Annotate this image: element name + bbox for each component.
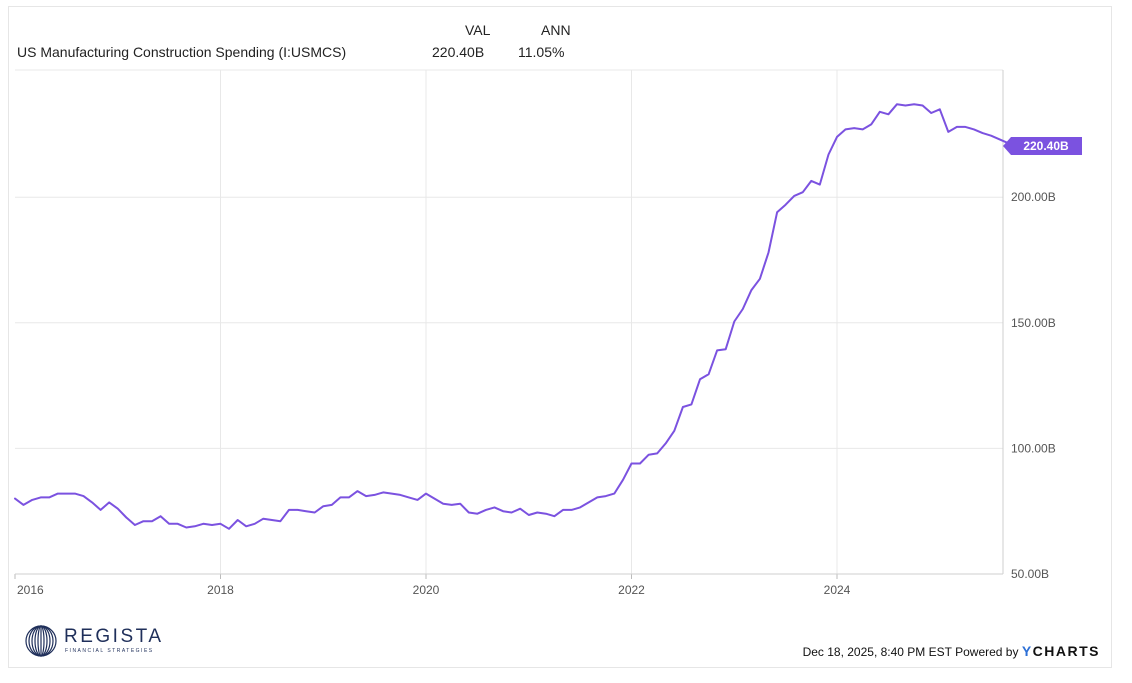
axes xyxy=(14,70,1004,579)
val-column-header: VAL xyxy=(465,22,491,38)
last-value-label: 220.40B xyxy=(1023,139,1069,153)
grid-lines xyxy=(15,69,1003,574)
series-name-label: US Manufacturing Construction Spending (… xyxy=(17,44,347,60)
series-annual-change: 11.05% xyxy=(518,44,565,60)
y-tick-label: 200.00B xyxy=(1011,190,1056,204)
logo-subtext: FINANCIAL STRATEGIES xyxy=(65,648,154,654)
ann-column-header: ANN xyxy=(541,22,571,38)
series-current-value: 220.40B xyxy=(432,44,485,60)
y-tick-label: 150.00B xyxy=(1011,316,1056,330)
x-tick-label: 2018 xyxy=(207,583,234,597)
series-line xyxy=(14,103,1018,530)
x-tick-label: 2016 xyxy=(17,583,44,597)
ycharts-logo-y: Y xyxy=(1021,643,1033,659)
footer-timestamp: Dec 18, 2025, 8:40 PM EST Powered by xyxy=(802,645,1019,659)
series-layer xyxy=(14,103,1018,530)
footer-credit: Dec 18, 2025, 8:40 PM EST Powered by YCH… xyxy=(803,643,1100,659)
ycharts-logo: YCHARTS xyxy=(1022,643,1100,659)
last-value-badge xyxy=(1003,136,1082,155)
x-tick-label: 2020 xyxy=(413,583,440,597)
y-tick-label: 50.00B xyxy=(1011,567,1049,581)
logo-text: REGISTA xyxy=(64,626,164,647)
chart-frame xyxy=(8,6,1112,668)
y-tick-label: 100.00B xyxy=(1011,441,1056,455)
regista-logo: REGISTA FINANCIAL STRATEGIES xyxy=(22,624,182,660)
ycharts-logo-text: CHARTS xyxy=(1032,643,1100,659)
regista-logo-icon xyxy=(25,625,57,657)
x-tick-label: 2024 xyxy=(824,583,851,597)
tick-labels: 50.00B 100.00B 150.00B 200.00B 2016 2018 2020 2… xyxy=(17,136,1082,597)
x-tick-label: 2022 xyxy=(618,583,645,597)
